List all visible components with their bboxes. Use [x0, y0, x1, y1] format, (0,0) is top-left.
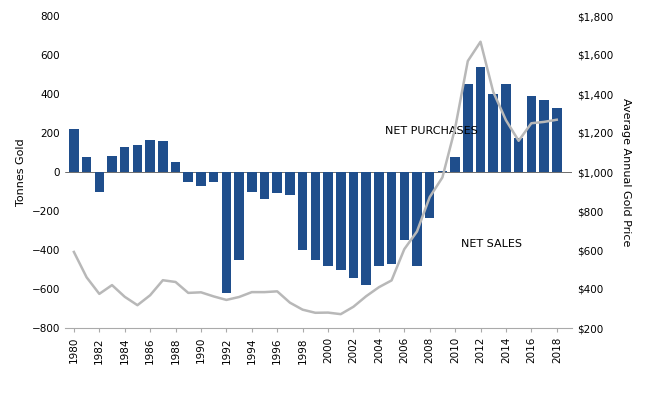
Bar	[82, 157, 92, 172]
Bar	[336, 172, 346, 270]
Bar	[120, 147, 129, 172]
Bar	[476, 67, 486, 172]
Bar	[69, 129, 79, 172]
Bar	[501, 84, 511, 172]
Bar	[387, 172, 396, 264]
Bar	[526, 96, 536, 172]
Text: NET PURCHASES: NET PURCHASES	[385, 126, 478, 136]
Bar	[463, 84, 473, 172]
Bar	[323, 172, 333, 266]
Y-axis label: Average Annual Gold Price: Average Annual Gold Price	[621, 98, 631, 246]
Bar	[171, 162, 180, 172]
Bar	[400, 172, 409, 240]
Bar	[361, 172, 371, 285]
Bar	[488, 94, 498, 172]
Bar	[552, 108, 562, 172]
Bar	[272, 172, 282, 194]
Bar	[514, 138, 523, 172]
Bar	[348, 172, 358, 278]
Bar	[222, 172, 231, 293]
Bar	[234, 172, 244, 260]
Y-axis label: Tonnes Gold: Tonnes Gold	[16, 138, 26, 206]
Bar	[94, 172, 104, 192]
Bar	[412, 172, 422, 266]
Bar	[437, 171, 447, 172]
Bar	[285, 172, 294, 196]
Bar	[196, 172, 206, 186]
Bar	[540, 100, 549, 172]
Bar	[374, 172, 384, 266]
Bar	[183, 172, 193, 182]
Bar	[146, 140, 155, 172]
Bar	[158, 141, 168, 172]
Text: NET SALES: NET SALES	[462, 239, 523, 249]
Bar	[209, 172, 218, 182]
Bar	[107, 156, 117, 172]
Bar	[425, 172, 434, 218]
Bar	[450, 157, 460, 172]
Bar	[133, 145, 142, 172]
Bar	[260, 172, 269, 199]
Bar	[311, 172, 320, 260]
Bar	[247, 172, 257, 192]
Bar	[298, 172, 307, 250]
